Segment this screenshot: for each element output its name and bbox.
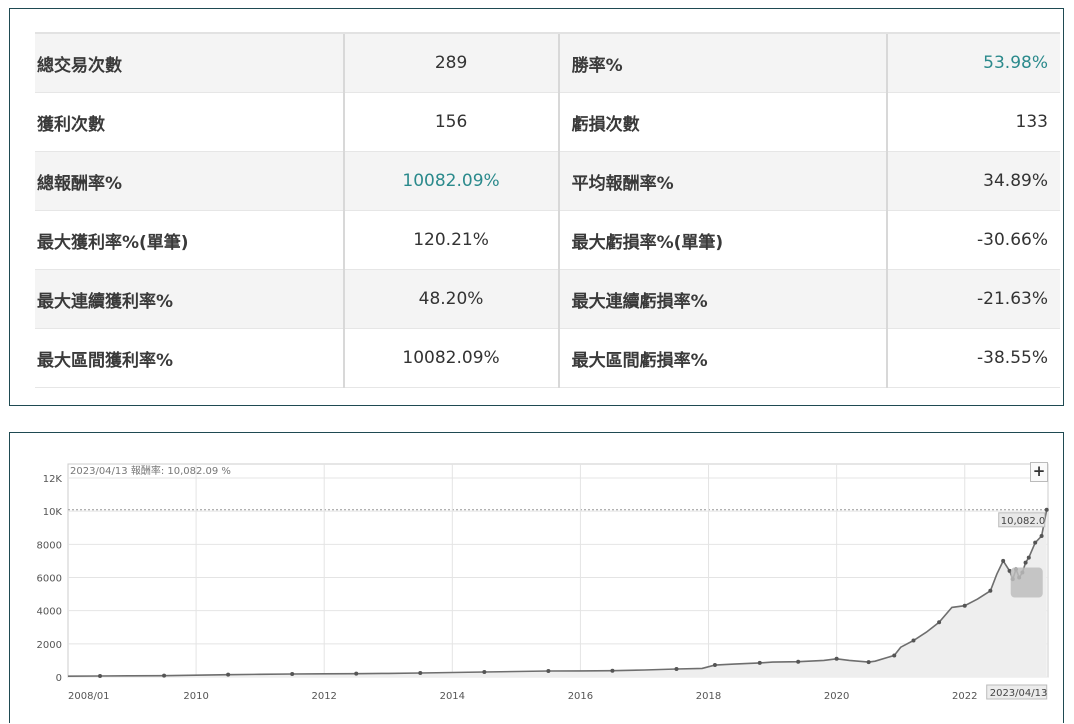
plot-area: [67, 463, 1049, 678]
x-tick-label: 2022: [952, 691, 977, 702]
y-tick-label: 4000: [37, 607, 62, 618]
data-point: [482, 670, 487, 675]
stat-label: 最大區間獲利率%: [35, 328, 344, 388]
stat-value: 34.89%: [885, 151, 1060, 211]
data-point: [1039, 534, 1044, 539]
data-point: [610, 668, 615, 673]
data-point: [937, 620, 942, 625]
stat-label: 虧損次數: [557, 92, 887, 152]
y-tick-label: 12K: [43, 474, 63, 485]
stat-label: 最大區間虧損率%: [557, 328, 887, 388]
x-tick-label: 2020: [824, 691, 849, 702]
data-point: [1023, 560, 1028, 565]
data-point: [796, 659, 801, 664]
stat-label: 獲利次數: [35, 92, 344, 152]
x-tick-label: 2012: [311, 691, 336, 702]
x-tick-label: 2016: [568, 691, 593, 702]
data-point: [834, 656, 839, 661]
data-point: [962, 603, 967, 608]
data-point: [162, 673, 167, 678]
data-point: [226, 672, 231, 677]
stat-label: 最大虧損率%(單筆): [557, 210, 887, 270]
y-tick-label: 0: [56, 673, 62, 684]
data-point: [290, 672, 295, 677]
data-point: [712, 663, 717, 668]
stat-value: 133: [885, 92, 1060, 152]
stat-value: 289: [342, 32, 559, 93]
y-tick-label: 10K: [43, 507, 63, 518]
stat-label: 最大獲利率%(單筆): [35, 210, 344, 270]
stat-value: 48.20%: [342, 269, 559, 329]
stats-row: 總交易次數 289 勝率% 53.98%: [35, 32, 1060, 93]
chart-panel: 0 2000 4000 6000 8000 10K 12K 2008/01 2010 2012 20…: [9, 432, 1064, 723]
stat-value: 53.98%: [885, 32, 1060, 93]
data-point: [1007, 568, 1012, 573]
end-date-label: 2023/04/13: [990, 688, 1048, 699]
stats-row: 獲利次數 156 虧損次數 133: [35, 92, 1060, 152]
stat-value: -21.63%: [885, 269, 1060, 329]
data-point: [911, 638, 916, 643]
stat-value: 10082.09%: [342, 151, 559, 211]
stat-label: 勝率%: [557, 32, 887, 93]
stat-label: 總交易次數: [35, 32, 344, 93]
end-value-box: [998, 512, 1046, 528]
y-tick-label: 8000: [37, 540, 62, 551]
stat-value: 156: [342, 92, 559, 152]
data-point: [1044, 507, 1049, 512]
stat-label: 最大連續虧損率%: [557, 269, 887, 329]
data-point: [546, 669, 551, 674]
end-date-box: [986, 684, 1048, 700]
stat-value: 120.21%: [342, 210, 559, 270]
stat-label: 最大連續獲利率%: [35, 269, 344, 329]
data-point: [98, 674, 103, 679]
return-line-chart[interactable]: 0 2000 4000 6000 8000 10K 12K 2008/01 2010 2012 20…: [10, 433, 1062, 724]
data-point: [866, 660, 871, 665]
x-tick-label: 2010: [183, 691, 208, 702]
stat-label: 平均報酬率%: [557, 151, 887, 211]
x-tick-label: 2008/01: [68, 691, 110, 702]
stats-panel: 總交易次數 289 勝率% 53.98% 獲利次數 156 虧損次數 133 總報酬率% 1008…: [9, 8, 1064, 406]
data-point: [354, 671, 359, 676]
data-point: [1001, 558, 1006, 563]
stat-value: 10082.09%: [342, 328, 559, 388]
stats-row: 最大獲利率%(單筆) 120.21% 最大虧損率%(單筆) -30.66%: [35, 210, 1060, 270]
stat-value: -30.66%: [885, 210, 1060, 270]
data-point: [892, 653, 897, 658]
end-value-label: 10,082.0: [1001, 516, 1046, 527]
stat-value: -38.55%: [885, 328, 1060, 388]
y-tick-label: 6000: [37, 574, 62, 585]
x-tick-label: 2018: [696, 691, 721, 702]
data-point: [757, 660, 762, 665]
data-point: [988, 588, 993, 593]
stats-row: 最大區間獲利率% 10082.09% 最大區間虧損率% -38.55%: [35, 328, 1060, 388]
series-area: [68, 509, 1047, 677]
stat-label: 總報酬率%: [35, 151, 344, 211]
stats-table: 總交易次數 289 勝率% 53.98% 獲利次數 156 虧損次數 133 總報酬率% 1008…: [35, 32, 1060, 388]
chart-header-text: 2023/04/13 報酬率: 10,082.09 %: [70, 464, 231, 477]
data-point: [418, 671, 423, 676]
stats-row: 總報酬率% 10082.09% 平均報酬率% 34.89%: [35, 151, 1060, 211]
data-point: [1033, 540, 1038, 545]
crosshair-marker: [1010, 567, 1043, 598]
data-point: [674, 667, 679, 672]
data-point: [1026, 555, 1031, 560]
x-tick-label: 2014: [440, 691, 465, 702]
stats-row: 最大連續獲利率% 48.20% 最大連續虧損率% -21.63%: [35, 269, 1060, 329]
y-tick-label: 2000: [37, 640, 62, 651]
zoom-plus-button[interactable]: +: [1030, 462, 1048, 482]
